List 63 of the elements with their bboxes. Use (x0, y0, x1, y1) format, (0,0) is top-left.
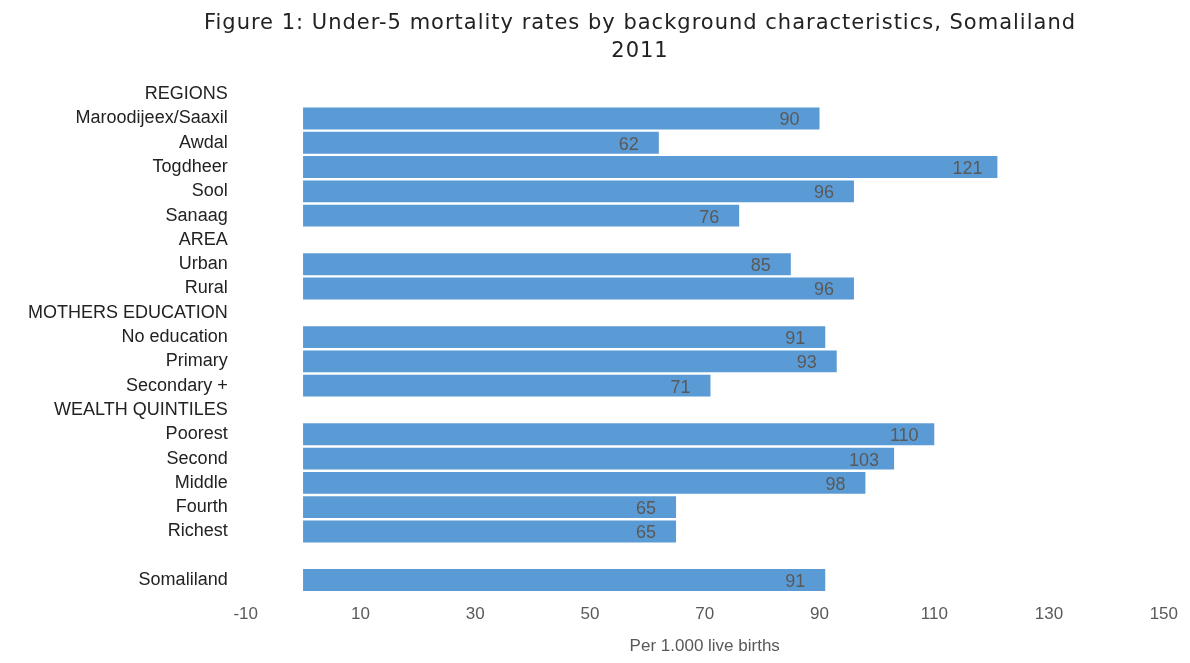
data-label: 85 (750, 255, 771, 276)
data-label: 91 (785, 571, 806, 592)
data-label: 103 (849, 449, 880, 470)
data-label: 62 (618, 133, 639, 154)
y-tick-label: Awdal (178, 131, 228, 152)
bar (303, 496, 677, 519)
bar (303, 156, 998, 178)
bar (303, 204, 740, 227)
x-tick-label: 10 (350, 604, 370, 624)
bar (303, 374, 711, 397)
x-tick-label: 150 (1149, 604, 1179, 624)
y-tick-label: Fourth (175, 496, 228, 517)
y-tick-label: Secondary + (126, 374, 228, 395)
data-label: 65 (636, 522, 657, 543)
data-label: 96 (813, 182, 834, 203)
bar (303, 326, 826, 349)
y-tick-label: Sool (191, 180, 228, 201)
y-tick-label: No education (121, 326, 228, 347)
bar (303, 180, 854, 203)
bar (303, 253, 791, 276)
x-tick-label: 90 (810, 604, 829, 624)
bar (303, 350, 837, 373)
y-tick-label: Richest (167, 520, 228, 541)
bar (303, 107, 820, 130)
y-tick-label: Primary (165, 350, 228, 371)
bar (303, 447, 895, 470)
bar (303, 471, 866, 494)
y-tick-label: AREA (178, 228, 228, 249)
data-label: 121 (952, 158, 983, 178)
x-axis-title: Per 1.000 live births (629, 636, 780, 656)
bar (303, 569, 826, 591)
y-tick-label: MOTHERS EDUCATION (28, 301, 228, 322)
bar (303, 520, 677, 543)
y-tick-label: Middle (174, 471, 228, 492)
y-tick-label: Rural (184, 277, 228, 298)
data-label: 65 (636, 498, 657, 519)
data-label: 91 (785, 328, 806, 349)
data-label: 110 (889, 425, 919, 446)
bar (303, 423, 935, 446)
data-label: 71 (670, 376, 691, 397)
data-label: 93 (796, 352, 817, 373)
y-tick-label: Togdheer (152, 156, 228, 176)
y-tick-label: REGIONS (144, 83, 228, 104)
data-label: 96 (813, 279, 834, 300)
bar (303, 277, 854, 300)
y-tick-label: WEALTH QUINTILES (53, 398, 228, 419)
y-tick-label: Second (166, 447, 228, 468)
y-tick-label: Urban (178, 253, 228, 274)
data-label: 90 (779, 109, 800, 130)
y-tick-label: Somaliland (138, 569, 228, 590)
chart-title: Figure 1: Under-5 mortality rates by background characteristics, Somaliland 2011 (202, 9, 1078, 64)
bar (303, 131, 659, 154)
x-tick-label: 130 (1034, 604, 1064, 624)
y-tick-label: Sanaag (165, 204, 228, 225)
x-tick-label: 110 (920, 604, 948, 624)
y-tick-label: Poorest (165, 423, 228, 444)
x-tick-label: 50 (580, 604, 600, 624)
x-tick-label: 70 (695, 604, 715, 624)
data-label: 76 (699, 206, 720, 227)
x-tick-label: 30 (465, 604, 485, 624)
data-label: 98 (825, 473, 846, 494)
x-tick-label: -10 (233, 604, 258, 624)
y-tick-label: Maroodijeex/Saaxil (75, 107, 228, 128)
